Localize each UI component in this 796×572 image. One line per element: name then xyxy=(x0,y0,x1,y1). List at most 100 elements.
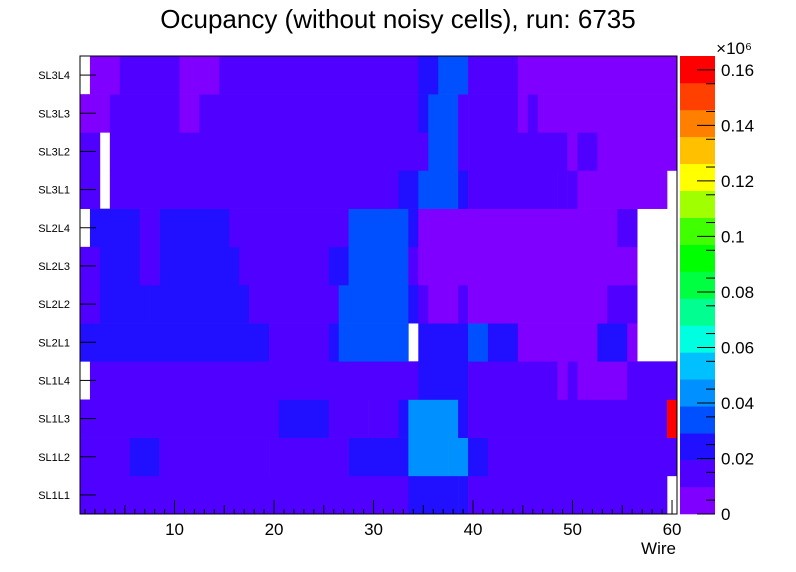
heatmap-cell xyxy=(597,323,628,362)
y-tick-label: SL3L2 xyxy=(38,146,70,158)
heatmap-cell xyxy=(249,285,339,324)
z-multiplier-label: ×10⁶ xyxy=(716,39,752,58)
color-scale-band xyxy=(680,325,715,353)
heatmap-cell xyxy=(418,323,469,362)
heatmap-cell xyxy=(199,94,409,133)
heatmap-cell xyxy=(129,399,140,438)
heatmap-cell xyxy=(418,170,459,209)
heatmap-cell xyxy=(408,399,429,438)
heatmap-cell xyxy=(577,132,598,171)
heatmap-cell xyxy=(448,437,469,477)
heatmap-cell xyxy=(517,56,678,95)
heatmap-cell xyxy=(149,285,250,324)
heatmap-cell xyxy=(89,208,140,248)
heatmap-cell xyxy=(517,323,598,362)
x-tick-label: 60 xyxy=(663,520,682,539)
heatmap-cell xyxy=(139,399,280,438)
color-scale-band xyxy=(680,460,715,488)
heatmap-cell xyxy=(617,208,638,248)
heatmap-cell xyxy=(557,170,568,209)
heatmap-cell xyxy=(109,94,180,133)
y-tick-label: SL1L4 xyxy=(38,375,70,387)
heatmap-cell xyxy=(179,56,220,95)
heatmap-cell xyxy=(487,323,519,362)
z-tick-label: 0.06 xyxy=(721,338,754,357)
y-tick-label: SL1L1 xyxy=(38,490,70,502)
x-tick-label: 10 xyxy=(165,520,184,539)
heatmap-cell xyxy=(537,94,678,133)
heatmap-cell xyxy=(408,132,429,171)
heatmap-cell xyxy=(458,285,469,324)
heatmap-cell xyxy=(607,285,638,324)
heatmap-cell xyxy=(348,208,409,248)
heatmap-cell xyxy=(557,361,568,400)
heatmap-cell xyxy=(408,94,419,133)
heatmap-cell xyxy=(99,285,150,324)
heatmap-cell xyxy=(279,399,330,438)
heatmap-cell xyxy=(607,132,678,171)
y-tick-label: SL3L4 xyxy=(38,70,70,82)
chart-title: Ocupancy (without noisy cells), run: 673… xyxy=(160,4,635,34)
heatmap-cell xyxy=(468,285,608,324)
heatmap-cell xyxy=(577,361,628,400)
heatmap-cell xyxy=(468,361,558,400)
heatmap-cell xyxy=(408,285,419,324)
heatmap-cell xyxy=(418,56,439,95)
heatmap-cell xyxy=(418,208,618,248)
y-tick-label: SL2L2 xyxy=(38,299,70,311)
heatmap-cell xyxy=(338,285,409,324)
color-scale-band xyxy=(680,244,715,272)
heatmap-cell xyxy=(428,285,459,324)
x-tick-label: 50 xyxy=(563,520,582,539)
heatmap-cell xyxy=(328,399,369,438)
heatmap-cell xyxy=(468,170,558,209)
z-tick-label: 0 xyxy=(721,505,730,524)
z-tick-label: 0.12 xyxy=(721,172,754,191)
heatmap-cells xyxy=(80,56,678,515)
y-tick-label: SL3L1 xyxy=(38,185,70,197)
heatmap-cell xyxy=(368,399,399,438)
heatmap-cell xyxy=(468,475,668,515)
heatmap-cell xyxy=(577,170,668,209)
heatmap-cell xyxy=(567,132,578,171)
heatmap-cell xyxy=(458,132,469,171)
heatmap-cell xyxy=(468,437,489,477)
heatmap-cell xyxy=(348,437,409,477)
z-tick-label: 0.16 xyxy=(721,61,754,80)
z-tick-label: 0.04 xyxy=(721,394,754,413)
heatmap-cell xyxy=(418,361,469,400)
x-axis-title: Wire xyxy=(641,539,676,558)
heatmap-cell xyxy=(428,132,459,171)
heatmap-cell xyxy=(458,399,469,438)
heatmap-cell xyxy=(139,208,160,248)
heatmap-cell xyxy=(468,132,568,171)
z-tick-label: 0.02 xyxy=(721,449,754,468)
heatmap-cell xyxy=(109,170,399,209)
y-tick-label: SL3L3 xyxy=(38,108,70,120)
y-axis: SL1L1 SL1L2 SL1L3 SL1L4 SL2L1 SL2L2 SL2L3 SL2L4… xyxy=(38,70,96,502)
color-scale-band xyxy=(680,379,715,407)
heatmap-cell xyxy=(119,56,180,95)
color-scale: 0 0.02 0.04 0.06 0.08 0.1 0.12 0.14 0.16 xyxy=(680,56,754,524)
heatmap-cell xyxy=(468,94,519,133)
color-scale-band xyxy=(680,82,715,111)
heatmap-cell xyxy=(468,399,668,438)
heatmap-cell xyxy=(338,437,349,477)
heatmap-cell xyxy=(418,94,429,133)
z-tick-label: 0.1 xyxy=(721,227,745,246)
heatmap-cell xyxy=(398,170,419,209)
x-tick-label: 30 xyxy=(364,520,383,539)
y-tick-label: SL2L3 xyxy=(38,261,70,273)
heatmap-cell xyxy=(428,399,439,438)
color-scale-band xyxy=(680,406,715,434)
heatmap-cell xyxy=(159,246,240,286)
x-axis: 10 20 30 40 50 60 xyxy=(84,500,682,539)
heatmap-cell xyxy=(89,361,419,400)
heatmap-cell xyxy=(398,475,409,515)
heatmap-cell xyxy=(99,399,131,438)
heatmap-cell xyxy=(338,323,409,362)
x-tick-label: 20 xyxy=(265,520,284,539)
color-scale-band xyxy=(680,352,715,380)
z-tick-label: 0.14 xyxy=(721,116,754,135)
heatmap-cell xyxy=(80,323,270,362)
